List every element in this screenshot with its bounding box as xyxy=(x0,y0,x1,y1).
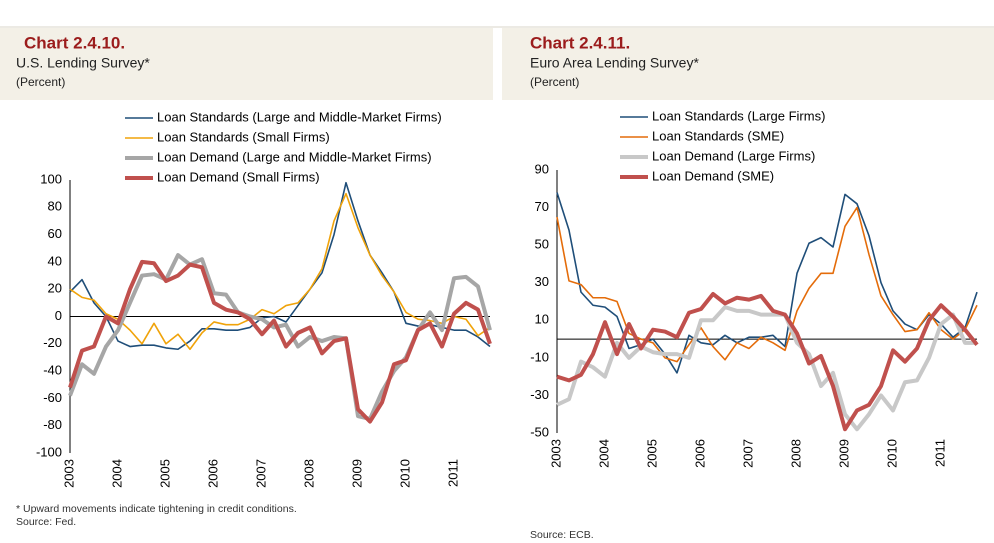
series-line xyxy=(68,259,492,424)
legend-label: Loan Standards (Large Firms) xyxy=(652,108,825,123)
legend-label: Loan Standards (Large and Middle-Market … xyxy=(157,109,442,124)
y-tick-label: 100 xyxy=(40,171,62,186)
y-tick-label: 20 xyxy=(48,281,62,296)
y-tick-label: 40 xyxy=(48,253,62,268)
legend-label: Loan Standards (Small Firms) xyxy=(157,129,330,144)
y-tick-label: -60 xyxy=(43,390,62,405)
y-tick-label: 50 xyxy=(535,237,549,252)
x-tick-label: 2004 xyxy=(596,439,611,468)
series-line xyxy=(69,192,491,351)
y-tick-label: -50 xyxy=(530,424,549,439)
y-tick-label: -20 xyxy=(43,335,62,350)
chart-subtitle: Euro Area Lending Survey* xyxy=(530,55,699,71)
footnote: Source: Fed. xyxy=(16,516,76,528)
y-tick-label: -80 xyxy=(43,417,62,432)
y-tick-label: -10 xyxy=(530,349,549,364)
x-tick-label: 2007 xyxy=(253,459,268,488)
series-line xyxy=(556,206,978,363)
y-tick-label: 90 xyxy=(535,161,549,176)
x-tick-label: 2010 xyxy=(884,439,899,468)
series-line xyxy=(556,192,978,374)
chart-unit: (Percent) xyxy=(16,75,65,89)
x-tick-label: 2009 xyxy=(836,439,851,468)
y-tick-label: 70 xyxy=(535,199,549,214)
x-tick-label: 2006 xyxy=(205,459,220,488)
y-tick-label: 80 xyxy=(48,199,62,214)
x-tick-label: 2010 xyxy=(397,459,412,488)
x-tick-label: 2004 xyxy=(109,459,124,488)
y-tick-label: -100 xyxy=(36,444,62,459)
legend-label: Loan Demand (Large Firms) xyxy=(652,148,815,163)
x-tick-label: 2003 xyxy=(548,439,563,468)
chart-unit: (Percent) xyxy=(530,75,579,89)
y-tick-label: 0 xyxy=(55,308,62,323)
y-tick-label: 30 xyxy=(535,274,549,289)
x-tick-label: 2008 xyxy=(788,439,803,468)
header-band xyxy=(0,28,493,100)
y-tick-label: 10 xyxy=(535,312,549,327)
y-tick-label: -40 xyxy=(43,363,62,378)
x-tick-label: 2008 xyxy=(301,459,316,488)
footnote: * Upward movements indicate tightening i… xyxy=(16,503,297,515)
chart-title: Chart 2.4.10. xyxy=(24,33,125,52)
chart-subtitle: U.S. Lending Survey* xyxy=(16,55,150,71)
legend-label: Loan Demand (Small Firms) xyxy=(157,169,320,184)
x-tick-label: 2006 xyxy=(692,439,707,468)
footnote: Source: ECB. xyxy=(530,529,594,541)
x-tick-label: 2011 xyxy=(445,459,460,487)
series-line xyxy=(556,291,979,432)
x-tick-label: 2011 xyxy=(932,439,947,467)
chart-title: Chart 2.4.11. xyxy=(530,33,630,52)
header-band xyxy=(502,28,994,100)
x-tick-label: 2003 xyxy=(61,459,76,488)
x-tick-label: 2005 xyxy=(157,459,172,488)
legend-label: Loan Standards (SME) xyxy=(652,128,784,143)
series-line xyxy=(556,305,977,432)
x-tick-label: 2009 xyxy=(349,459,364,488)
x-tick-label: 2007 xyxy=(740,439,755,468)
y-tick-label: -30 xyxy=(530,387,549,402)
y-tick-label: 60 xyxy=(48,226,62,241)
legend-label: Loan Demand (Large and Middle-Market Fir… xyxy=(157,149,432,164)
legend-label: Loan Demand (SME) xyxy=(652,168,774,183)
x-tick-label: 2005 xyxy=(644,439,659,468)
